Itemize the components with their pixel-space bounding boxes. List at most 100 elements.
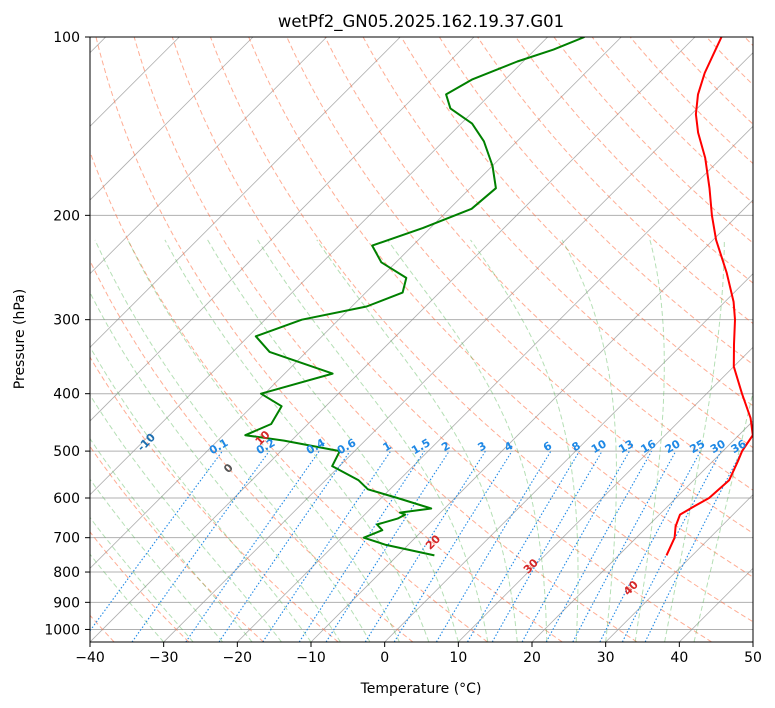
moist-adiabat-line [257, 239, 489, 642]
isotherm-line [90, 37, 254, 201]
mixing-ratio-line [298, 450, 425, 642]
x-tick-label: 10 [449, 650, 467, 666]
mixing-ratio-label: 10 [589, 437, 609, 456]
moist-adiabat-line [90, 291, 341, 642]
mixing-ratio-label: 8 [570, 439, 583, 454]
mixing-ratio-line [218, 450, 351, 642]
y-tick-label: 200 [53, 208, 80, 224]
mixing-ratio-line [599, 450, 701, 642]
dry-adiabat-line [400, 37, 753, 407]
isotherm-line [458, 346, 753, 642]
plot-frame [89, 36, 754, 643]
mixing-ratio-line [545, 450, 653, 642]
isotherm-line [90, 37, 401, 348]
mixing-ratio-line [467, 450, 580, 642]
moist-adiabat-line [693, 390, 753, 642]
dry-adiabat-line [706, 37, 753, 86]
y-tick-label: 800 [53, 565, 80, 581]
mixing-ratio-line [621, 450, 722, 642]
dry-adiabat-line [744, 37, 753, 47]
mixing-ratio-label: 1 [381, 439, 394, 454]
isotherm-line [752, 641, 753, 642]
x-tick-label: 20 [523, 650, 541, 666]
moist-adiabat-line [316, 239, 518, 642]
dry-adiabat-line [133, 37, 638, 642]
dry-adiabat-line [90, 259, 414, 642]
x-tick-label: 30 [597, 650, 615, 666]
isotherm-line [310, 199, 753, 642]
moist-adiabat-line [386, 239, 548, 642]
background-grid [90, 37, 753, 642]
dry-adiabat-line [90, 150, 488, 642]
mixing-ratio-line [644, 450, 743, 642]
dry-adiabat-line [362, 37, 753, 449]
mixing-ratio-line [325, 450, 450, 642]
moist-adiabat-line [90, 346, 312, 642]
isotherm-line [90, 37, 548, 496]
mixing-ratio-line [90, 450, 223, 632]
isotherm-line [90, 37, 475, 422]
temperature-profile-line [665, 37, 753, 556]
mixing-ratio-label: 0.1 [207, 436, 230, 457]
dry-adiabat-label: 30 [521, 556, 541, 576]
y-axis-label: Pressure (hPa) [12, 289, 28, 389]
chart-title: wetPf2_GN05.2025.162.19.37.G01 [278, 12, 564, 32]
sounding-profiles [244, 37, 753, 557]
isotherm-line [237, 125, 753, 642]
moist-adiabat-line [94, 239, 371, 642]
dry-adiabat-line [591, 37, 753, 204]
mixing-ratio-label: 36 [729, 437, 749, 456]
isotherm-line [90, 37, 327, 275]
moist-adiabat-line [470, 239, 579, 642]
y-tick-label: 1000 [44, 622, 80, 638]
isotherm-line [90, 37, 622, 569]
y-tick-label: 400 [53, 387, 80, 403]
x-tick-label: −20 [223, 650, 253, 666]
x-tick-label: −30 [149, 650, 179, 666]
dry-adiabat-line [668, 37, 753, 125]
moist-adiabat-line [664, 239, 725, 642]
dry-adiabat-line [286, 37, 753, 534]
isotherm-line [90, 37, 696, 642]
moist-adiabat-line [90, 553, 165, 642]
dry-adiabat-line [553, 37, 753, 244]
x-tick-label: −10 [296, 650, 326, 666]
mixing-ratio-line [572, 450, 677, 642]
mixing-ratio-label: 16 [638, 437, 658, 456]
dry-adiabat-line [171, 37, 712, 642]
dry-adiabat-line [210, 37, 753, 623]
mixing-ratio-label: 20 [663, 437, 683, 456]
dewpoint-profile-line [244, 37, 585, 557]
x-axis-label: Temperature (°C) [360, 681, 482, 697]
y-tick-label: 500 [53, 444, 80, 460]
dry-adiabat-line [515, 37, 753, 284]
mixing-ratio-line [131, 450, 270, 642]
dry-adiabat-label: 0 [221, 461, 236, 476]
mixing-ratio-label: 25 [687, 437, 707, 456]
isotherm-line [679, 567, 753, 642]
mixing-ratio-line [364, 450, 486, 642]
dry-adiabat-line [95, 37, 563, 642]
dry-adiabat-line [90, 356, 339, 642]
dry-adiabat-line [90, 445, 264, 642]
moist-adiabat-line [90, 516, 194, 642]
mixing-ratio-label: 0.6 [335, 436, 359, 457]
moist-adiabat-line [127, 239, 400, 642]
mixing-ratio-label: 4 [502, 439, 515, 454]
mixing-ratio-line [435, 450, 552, 642]
mixing-ratio-label: 13 [616, 437, 636, 456]
dry-adiabat-label: -10 [135, 431, 158, 454]
dry-adiabat-line [324, 37, 753, 491]
isotherm-line [531, 420, 753, 642]
mixing-ratio-label: 3 [475, 439, 488, 454]
moist-adiabat-line [634, 239, 665, 642]
x-tick-label: 50 [744, 650, 762, 666]
y-tick-label: 700 [53, 531, 80, 547]
mixing-ratio-line [521, 450, 630, 642]
x-tick-label: 40 [670, 650, 688, 666]
mixing-ratio-line [262, 450, 392, 642]
dry-adiabat-line [438, 37, 753, 366]
moist-adiabat-line [164, 239, 430, 642]
axes: −40 −30 −20 −10 0 10 20 30 40 5010009008007006005… [44, 30, 762, 666]
